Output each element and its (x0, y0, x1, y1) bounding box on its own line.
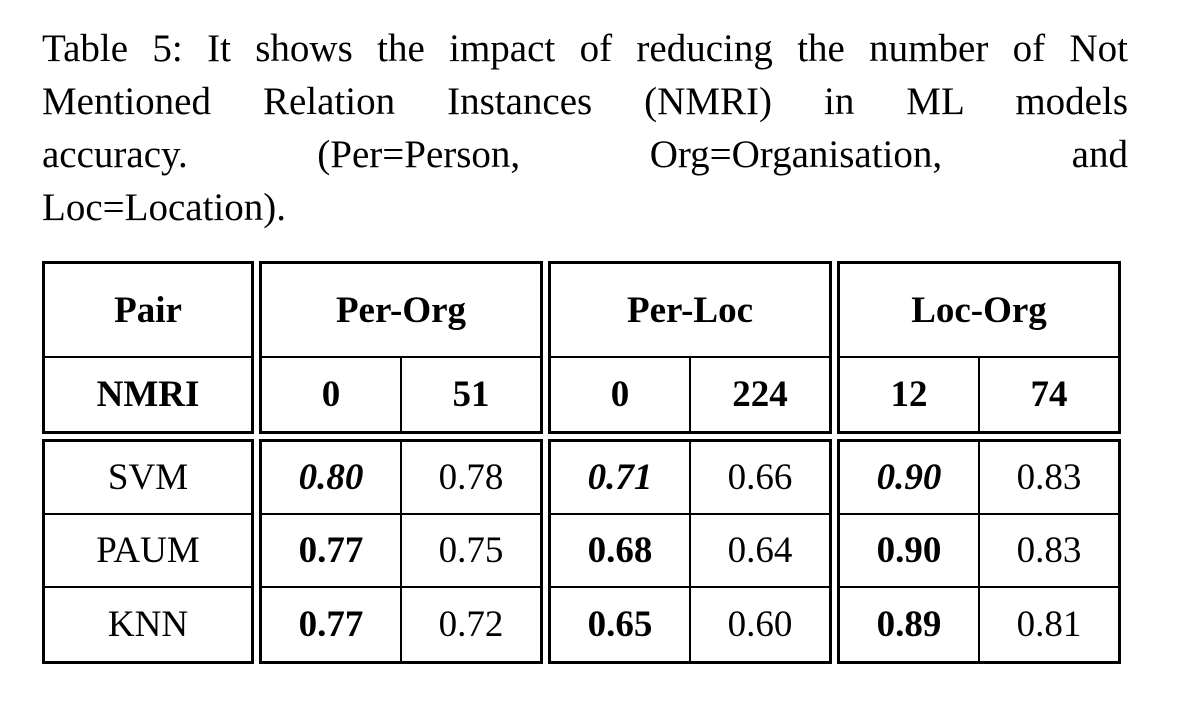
group-header-per-org: Per-Org (262, 264, 540, 358)
accuracy-value: 0.77 (298, 604, 364, 645)
accuracy-row-svm: 0.71 0.66 (551, 442, 829, 515)
nmri-count: 74 (978, 358, 1118, 431)
pair-data-box: SVM PAUM KNN (42, 439, 254, 664)
accuracy-row-knn: 0.65 0.60 (551, 588, 829, 661)
caption-line: accuracy. (Per=Person, Org=Organisation,… (42, 133, 1128, 176)
accuracy-value: 0.83 (978, 442, 1118, 513)
group-header-loc-org: Loc-Org (840, 264, 1118, 358)
per-loc-header-box: Per-Loc 0 224 (548, 261, 832, 434)
accuracy-value: 0.89 (876, 604, 942, 645)
accuracy-value: 0.78 (400, 442, 540, 513)
nmri-count-row: 0 51 (262, 358, 540, 431)
accuracy-value: 0.81 (978, 588, 1118, 661)
nmri-count: 224 (689, 358, 829, 431)
table-caption: Table 5: It shows the impact of reducing… (42, 22, 1128, 234)
loc-org-header-box: Loc-Org 12 74 (837, 261, 1121, 434)
accuracy-value: 0.65 (587, 604, 653, 645)
per-org-header-box: Per-Org 0 51 (259, 261, 543, 434)
accuracy-row-knn: 0.77 0.72 (262, 588, 540, 661)
accuracy-value: 0.68 (587, 530, 653, 571)
loc-org-group: Loc-Org 12 74 0.90 0.83 0.90 0.83 0.89 0… (837, 261, 1121, 664)
paper-page: Table 5: It shows the impact of reducing… (42, 22, 1128, 664)
accuracy-value: 0.71 (587, 457, 653, 498)
per-org-data-box: 0.80 0.78 0.77 0.75 0.77 0.72 (259, 439, 543, 664)
accuracy-value: 0.90 (876, 530, 942, 571)
model-label-knn: KNN (107, 604, 189, 645)
nmri-count: 0 (610, 374, 630, 415)
model-label-svm: SVM (45, 442, 251, 515)
accuracy-value: 0.72 (400, 588, 540, 661)
accuracy-value: 0.80 (298, 457, 364, 498)
accuracy-row-svm: 0.80 0.78 (262, 442, 540, 515)
accuracy-row-paum: 0.68 0.64 (551, 515, 829, 588)
accuracy-value: 0.75 (400, 515, 540, 586)
accuracy-row-paum: 0.77 0.75 (262, 515, 540, 588)
accuracy-value: 0.66 (689, 442, 829, 513)
accuracy-value: 0.77 (298, 530, 364, 571)
per-loc-data-box: 0.71 0.66 0.68 0.64 0.65 0.60 (548, 439, 832, 664)
nmri-count-row: 0 224 (551, 358, 829, 431)
loc-org-data-box: 0.90 0.83 0.90 0.83 0.89 0.81 (837, 439, 1121, 664)
pair-column-group: Pair NMRI SVM PAUM KNN (42, 261, 254, 664)
accuracy-row-knn: 0.89 0.81 (840, 588, 1118, 661)
per-org-group: Per-Org 0 51 0.80 0.78 0.77 0.75 0.77 0.… (259, 261, 543, 664)
results-table: Pair NMRI SVM PAUM KNN Per-Org 0 51 0.80 (42, 261, 1121, 664)
accuracy-row-paum: 0.90 0.83 (840, 515, 1118, 588)
row-label-nmri: NMRI (96, 374, 200, 415)
pair-header-box: Pair NMRI (42, 261, 254, 434)
caption-line: Table 5: It shows the impact of reducing… (42, 27, 1128, 70)
accuracy-value: 0.83 (978, 515, 1118, 586)
nmri-count: 51 (400, 358, 540, 431)
per-loc-group: Per-Loc 0 224 0.71 0.66 0.68 0.64 0.65 0… (548, 261, 832, 664)
accuracy-value: 0.60 (689, 588, 829, 661)
accuracy-value: 0.90 (876, 457, 942, 498)
column-header-pair: Pair (45, 264, 251, 358)
caption-line: Loc=Location). (42, 186, 286, 229)
nmri-count-row: 12 74 (840, 358, 1118, 431)
accuracy-value: 0.64 (689, 515, 829, 586)
accuracy-row-svm: 0.90 0.83 (840, 442, 1118, 515)
nmri-count: 0 (321, 374, 341, 415)
nmri-count: 12 (890, 374, 928, 415)
caption-line: Mentioned Relation Instances (NMRI) in M… (42, 80, 1128, 123)
group-header-per-loc: Per-Loc (551, 264, 829, 358)
model-label-paum: PAUM (45, 515, 251, 588)
